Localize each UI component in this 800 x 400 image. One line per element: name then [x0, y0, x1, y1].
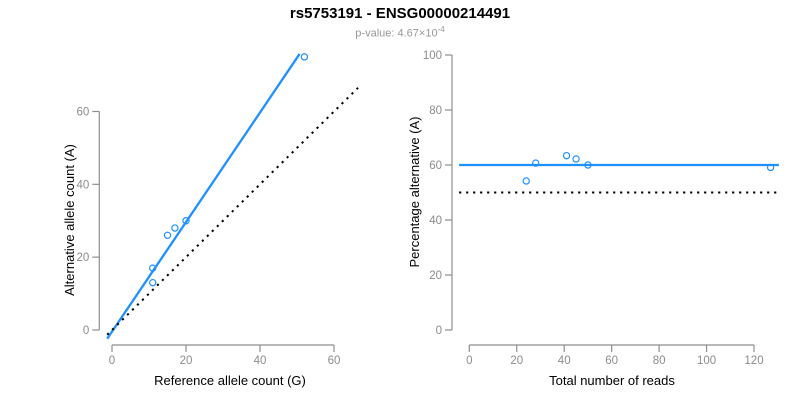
- x-tick-label: 0: [466, 355, 472, 367]
- x-tick-label: 40: [254, 355, 267, 367]
- plot-title: rs5753191 - ENSG00000214491: [289, 5, 511, 22]
- subtitle-exponent: -4: [437, 25, 445, 34]
- x-tick-label: 80: [653, 355, 666, 367]
- x-axis-title: Total number of reads: [549, 373, 675, 388]
- data-point: [584, 161, 592, 169]
- y-tick-label: 80: [429, 105, 442, 117]
- y-tick-label: 60: [429, 160, 442, 172]
- y-tick-label: 20: [429, 270, 442, 282]
- data-point: [182, 217, 190, 225]
- subtitle-mantissa: 4.67×10: [397, 27, 438, 40]
- data-point: [522, 177, 530, 185]
- x-tick-label: 100: [697, 355, 716, 367]
- x-tick-label: 40: [558, 355, 571, 367]
- y-tick-label: 40: [429, 215, 442, 227]
- data-point: [572, 155, 580, 163]
- x-tick-label: 20: [510, 355, 523, 367]
- data-point: [171, 224, 179, 232]
- y-tick-label: 40: [77, 179, 90, 191]
- x-tick-label: 120: [744, 355, 763, 367]
- data-point: [300, 53, 309, 61]
- y-axis-title: Alternative allele count (A): [62, 144, 77, 296]
- x-tick-label: 0: [109, 355, 115, 367]
- identity-line: [106, 87, 359, 336]
- x-tick-label: 60: [605, 355, 618, 367]
- y-tick-label: 0: [83, 325, 89, 337]
- data-point: [562, 151, 571, 160]
- percentage-alternative-plot: 0 20 40 60 80 100 120 0 20 40 60 80 100 Total number …: [407, 50, 779, 388]
- data-point: [148, 264, 157, 272]
- x-tick-label: 20: [180, 355, 193, 367]
- subtitle-prefix: p-value:: [355, 27, 398, 40]
- allele-count-plot: 0 20 40 60 0 20 40 60 Reference allele count (G)…: [62, 53, 359, 388]
- data-point: [532, 159, 540, 167]
- y-tick-label: 20: [77, 252, 90, 264]
- fit-line: [106, 53, 301, 340]
- data-point: [163, 231, 172, 240]
- plot-subtitle: p-value: 4.67×10-4: [0, 25, 800, 40]
- data-point: [766, 163, 775, 172]
- y-axis-title: Percentage alternative (A): [407, 116, 422, 267]
- y-tick-label: 0: [436, 325, 442, 337]
- x-tick-label: 60: [328, 355, 341, 367]
- y-tick-label: 100: [423, 50, 442, 62]
- data-point: [148, 278, 157, 287]
- x-axis-title: Reference allele count (G): [154, 373, 306, 388]
- y-tick-label: 60: [77, 106, 90, 118]
